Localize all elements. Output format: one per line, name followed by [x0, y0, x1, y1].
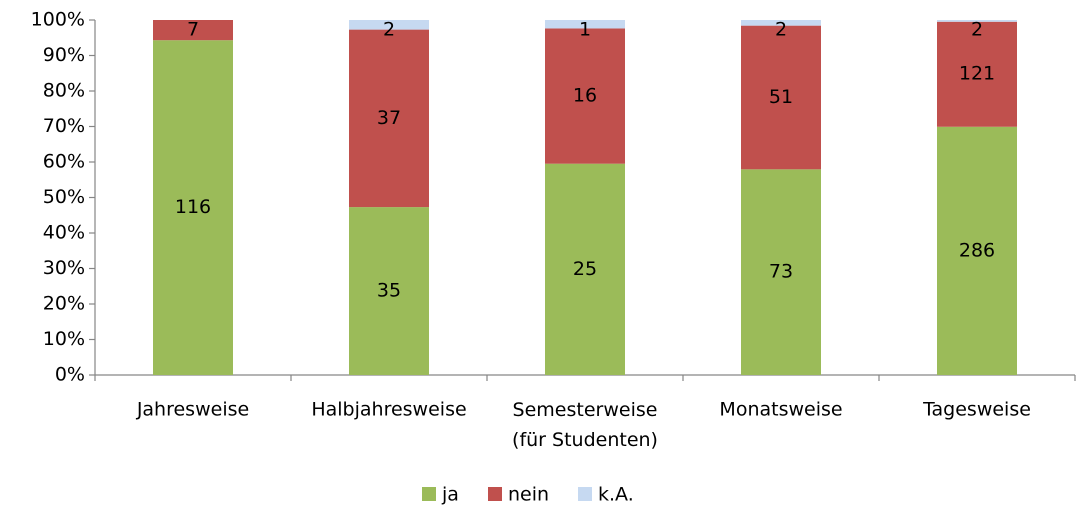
y-tick-label: 10% — [43, 328, 85, 350]
data-label: 1 — [579, 19, 591, 41]
x-tick-label: Jahresweise — [136, 399, 249, 421]
data-label: 37 — [377, 107, 401, 129]
bar-segment — [937, 126, 1017, 375]
bar-segment — [741, 25, 821, 170]
bar-segment — [741, 20, 821, 26]
legend-label: ja — [441, 484, 459, 506]
x-tick-label: Tagesweise — [922, 399, 1031, 421]
data-label: 35 — [377, 280, 401, 302]
data-label: 73 — [769, 261, 793, 283]
y-tick-label: 30% — [43, 257, 85, 279]
y-tick-label: 70% — [43, 115, 85, 137]
data-label: 16 — [573, 85, 597, 107]
x-tick-label: Semesterweise (für Studenten) — [512, 399, 658, 451]
y-tick-label: 0% — [55, 364, 85, 386]
data-label: 286 — [959, 239, 995, 261]
bar-segment — [349, 20, 429, 30]
data-label: 2 — [971, 19, 983, 41]
bar-segment — [153, 40, 233, 376]
legend-swatch — [422, 487, 436, 501]
data-label: 25 — [573, 258, 597, 280]
y-tick-label: 60% — [43, 151, 85, 173]
y-tick-label: 20% — [43, 293, 85, 315]
data-label: 121 — [959, 63, 995, 85]
data-label: 116 — [175, 196, 211, 218]
bar-segment — [349, 29, 429, 208]
legend-swatch — [488, 487, 502, 501]
y-tick-label: 100% — [31, 9, 85, 31]
legend-label: nein — [508, 484, 549, 506]
bar-segment — [937, 21, 1017, 127]
bar-segment — [153, 20, 233, 41]
bar-segment — [545, 163, 625, 375]
x-tick-label: Halbjahresweise — [311, 399, 466, 421]
y-tick-label: 50% — [43, 186, 85, 208]
y-tick-label: 80% — [43, 80, 85, 102]
y-tick-label: 40% — [43, 222, 85, 244]
data-label: 7 — [187, 19, 199, 41]
x-tick-label: Monatsweise — [719, 399, 842, 421]
y-tick-label: 90% — [43, 44, 85, 66]
data-label: 2 — [775, 19, 787, 41]
bar-segment — [545, 28, 625, 164]
bar-segment — [545, 20, 625, 29]
data-label: 2 — [383, 19, 395, 41]
legend-label: k.A. — [598, 484, 634, 506]
bar-segment — [937, 20, 1017, 22]
legend-swatch — [578, 487, 592, 501]
bar-segment — [741, 169, 821, 375]
data-label: 51 — [769, 86, 793, 108]
bar-segment — [349, 207, 429, 375]
